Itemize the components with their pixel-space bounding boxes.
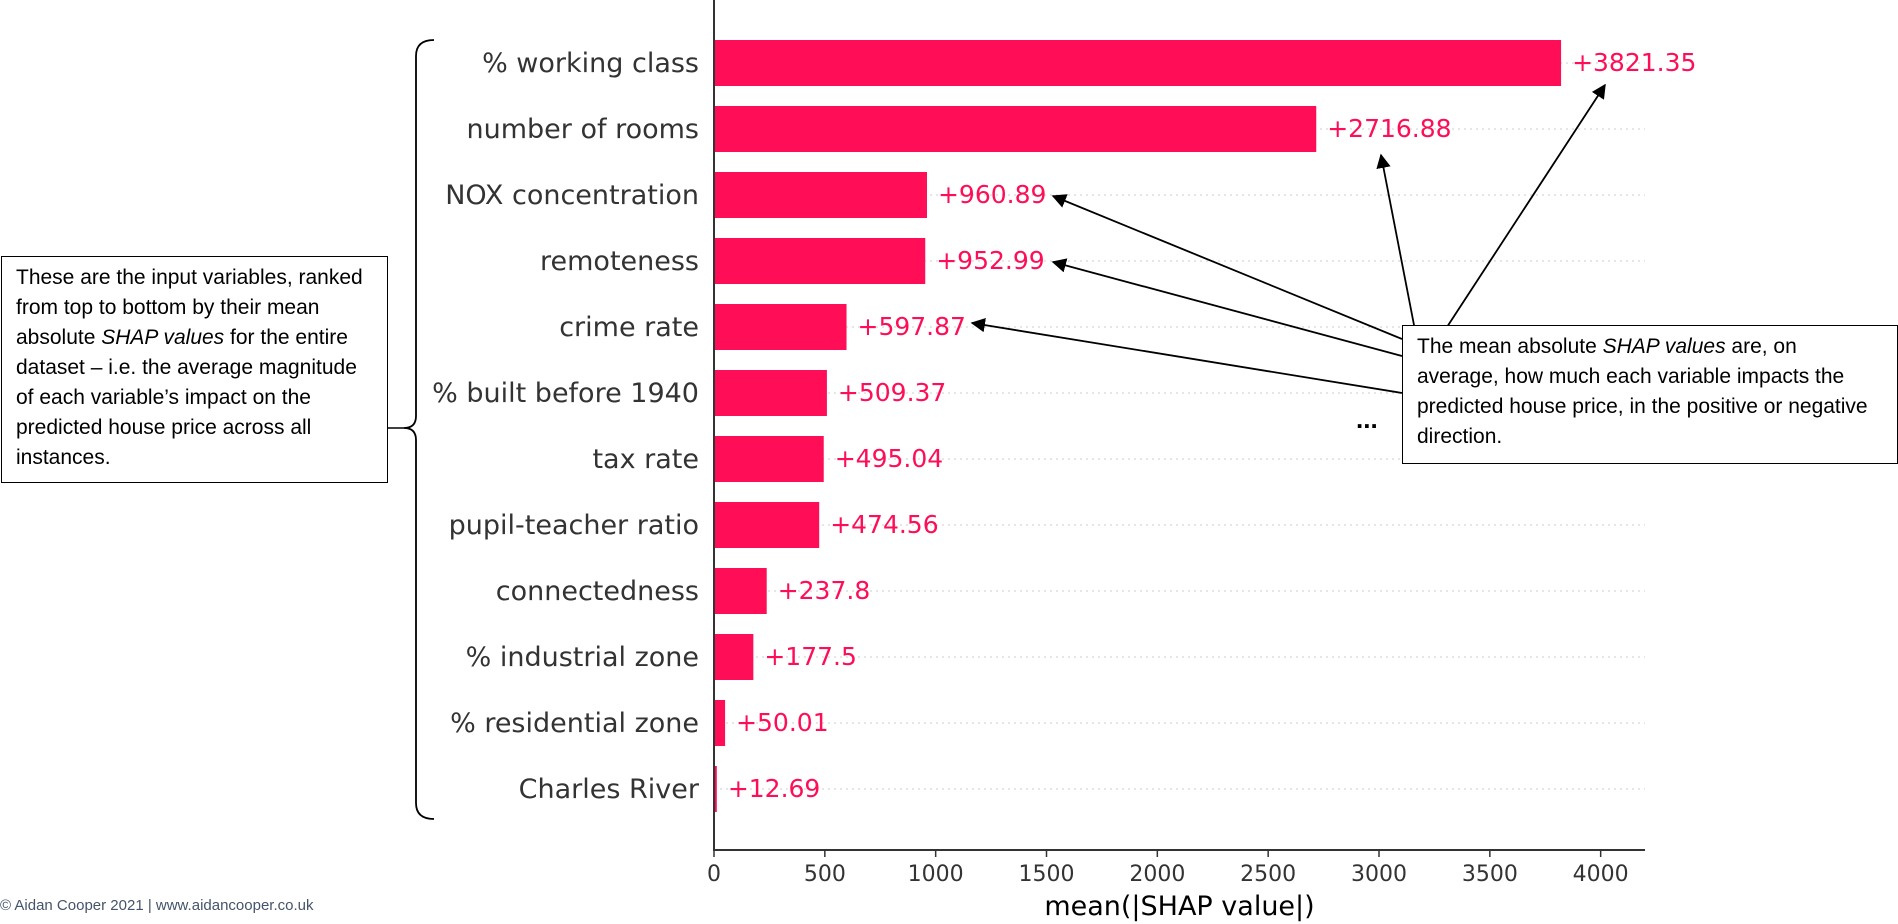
- grouping-brace: [403, 39, 435, 820]
- credit-text: © Aidan Cooper 2021 | www.aidancooper.co…: [0, 897, 314, 914]
- value-label: +495.04: [835, 444, 943, 473]
- x-tick-label: 2000: [1129, 862, 1185, 887]
- right-callout-box: The mean absolute SHAP values are, on av…: [1402, 325, 1898, 464]
- category-label: % working class: [482, 48, 699, 79]
- left-callout-text-1: These are the input variables, ranked fr…: [16, 266, 363, 349]
- bar: [714, 436, 824, 482]
- ellipsis-mark: ...: [1356, 404, 1378, 434]
- x-tick-label: 1500: [1019, 862, 1075, 887]
- right-callout-emph: SHAP values: [1602, 335, 1726, 358]
- bar: [714, 40, 1562, 86]
- bar: [714, 634, 754, 680]
- x-axis-title: mean(|SHAP value|): [1044, 891, 1314, 922]
- x-tick-label: 2500: [1240, 862, 1296, 887]
- value-label: +509.37: [838, 378, 946, 407]
- category-label: NOX concentration: [445, 180, 699, 211]
- right-callout-text-1: The mean absolute: [1417, 335, 1603, 358]
- value-label: +50.01: [736, 708, 829, 737]
- annotation-arrow: [1051, 194, 1403, 340]
- bar: [714, 106, 1317, 152]
- category-label: % industrial zone: [466, 642, 699, 673]
- left-callout-box: These are the input variables, ranked fr…: [1, 256, 388, 483]
- bar: [714, 238, 926, 284]
- value-label: +3821.35: [1572, 48, 1696, 77]
- x-tick-label: 3000: [1351, 862, 1407, 887]
- bar: [714, 172, 927, 218]
- bar: [714, 766, 717, 812]
- x-tick-label: 3500: [1462, 862, 1518, 887]
- x-tick-label: 0: [707, 862, 721, 887]
- category-label: % residential zone: [450, 708, 699, 739]
- value-label: +474.56: [830, 510, 938, 539]
- bar: [714, 304, 847, 350]
- x-tick-label: 1000: [908, 862, 964, 887]
- left-callout-text-2: for the entire dataset – i.e. the averag…: [16, 326, 357, 469]
- category-label: Charles River: [519, 774, 700, 805]
- value-label: +960.89: [938, 180, 1046, 209]
- value-label: +2716.88: [1327, 114, 1451, 143]
- bars: [714, 40, 1562, 812]
- value-label: +177.5: [764, 642, 857, 671]
- value-label: +952.99: [936, 246, 1044, 275]
- category-label: % built before 1940: [432, 378, 699, 409]
- bar: [714, 502, 820, 548]
- x-tick-label: 4000: [1573, 862, 1629, 887]
- annotation-arrow: [1376, 153, 1415, 326]
- category-labels: % working class number of rooms NOX concen…: [432, 48, 700, 805]
- value-labels: +3821.35 +2716.88 +960.89 +952.99 +597.87 +50…: [728, 48, 1697, 803]
- left-callout-emph: SHAP values: [101, 326, 225, 349]
- axes: 0 500 1000 1500 2000 2500 3000 3500 4000 mean(|SH…: [707, 0, 1645, 922]
- category-label: crime rate: [559, 312, 699, 343]
- annotation-arrows: [388, 39, 1606, 820]
- value-label: +237.8: [778, 576, 871, 605]
- category-label: pupil-teacher ratio: [449, 510, 699, 541]
- value-label: +12.69: [728, 774, 821, 803]
- bar: [714, 568, 767, 614]
- bar: [714, 700, 726, 746]
- value-label: +597.87: [858, 312, 966, 341]
- category-label: connectedness: [496, 576, 699, 607]
- annotation-arrow: [970, 317, 1403, 394]
- bar: [714, 370, 827, 416]
- category-label: remoteness: [540, 246, 699, 277]
- right-callout-text-2: are, on average, how much each variable …: [1417, 335, 1868, 448]
- annotation-arrow: [1446, 83, 1606, 328]
- annotation-arrow: [1051, 258, 1403, 357]
- x-tick-label: 500: [804, 862, 846, 887]
- category-label: number of rooms: [467, 114, 699, 145]
- category-label: tax rate: [592, 444, 699, 475]
